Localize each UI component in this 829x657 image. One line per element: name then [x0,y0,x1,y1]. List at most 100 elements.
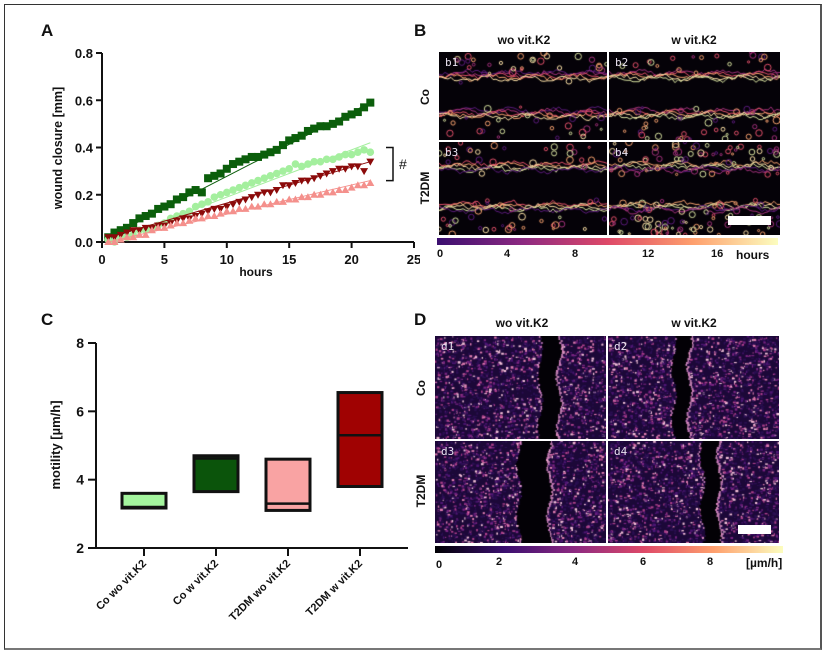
data-point [322,122,331,131]
x-axis-label: hours [239,265,273,279]
y-tick-label: 6 [76,403,84,419]
colorbar-b-tick: 4 [504,248,511,260]
colorbar-b-tick: 8 [572,248,579,260]
significance-bracket [386,146,394,182]
data-point [341,150,350,159]
data-point [316,190,325,198]
data-point [335,165,344,173]
data-point [260,200,269,208]
series-t2dm-wo-vit-k2 [104,178,375,245]
colorbar-d-unit: [µm/h] [746,556,783,570]
data-point [110,238,119,245]
x-tick-label: 15 [282,252,296,267]
colorbar-b-tick: 0 [437,248,444,260]
data-point [222,164,231,173]
contour-image-b1 [439,52,607,140]
data-point [179,193,188,202]
data-point [278,182,287,190]
data-point [360,103,369,112]
data-point [341,112,350,121]
data-point [260,174,269,183]
data-point [278,197,287,205]
data-point [116,231,125,239]
data-point [222,203,231,211]
image-tile-b1: b1 [439,52,607,140]
data-point [291,195,300,203]
panel-letter-c: C [41,310,54,329]
data-point [353,181,362,189]
data-point [354,148,362,157]
y-tick-label: 8 [76,335,84,351]
data-point [329,155,337,164]
series-t2dm-w-vit-k2 [104,158,375,242]
colorbar-b-tick: 12 [642,248,655,260]
data-point [353,108,362,117]
data-point [116,235,125,243]
tile-label-d3: d3 [441,445,455,458]
contour-image-b2 [609,52,780,140]
data-point [216,169,225,178]
colorbar-b-unit: hours [736,248,770,262]
tile-label-b1: b1 [445,56,459,69]
image-tile-d2: d2 [608,336,779,439]
data-point [347,150,356,159]
image-tile-b2: b2 [609,52,780,140]
data-point [135,230,144,238]
colorbar-d-tick: 6 [640,556,647,568]
tile-label-d4: d4 [614,445,628,458]
box-3 [264,457,312,512]
data-point [272,197,281,205]
colorbar-hours [437,238,778,245]
data-point [316,122,325,131]
data-point [353,163,362,171]
data-point [360,168,369,176]
data-point [210,193,219,201]
wound-closure-chart: 0.0 0.2 0.4 0.6 0.8 0 5 10 15 20 25 hours wound clos… [51,46,420,279]
data-point [110,234,119,242]
data-point [197,188,206,197]
data-point [110,228,119,237]
b-row-header-t2dm: T2DM [418,171,432,205]
data-point [235,157,244,166]
data-point [191,202,200,211]
y-tick-label: 0.6 [75,93,93,108]
x-tick-label: T2DM wo vit.K2 [227,558,293,624]
data-point [229,160,238,169]
data-point [366,178,375,186]
data-point [279,167,287,175]
tile-label-b2: b2 [615,56,629,69]
data-point [116,226,125,235]
box-2 [192,454,240,494]
data-point [204,212,213,220]
data-point [204,208,213,216]
data-point [266,200,275,208]
data-point [366,158,375,166]
tile-label-b4: b4 [615,146,629,159]
d-col-header-wo: wo vit.K2 [495,316,549,330]
colorbar-d-tick: 0 [436,559,443,571]
data-point [254,202,262,210]
data-point [223,188,231,197]
data-point [297,193,306,201]
b-row-header-co: Co [418,89,432,105]
data-point [229,186,237,194]
data-point [335,117,344,126]
data-point [198,200,206,208]
data-point [341,165,350,173]
data-point [328,119,337,128]
tile-label-d2: d2 [614,340,628,353]
velocity-image-d3 [435,441,606,543]
panel-letter-b: B [414,21,427,40]
x-tick-label: 20 [344,252,358,267]
data-point [322,188,331,196]
data-point [285,195,294,203]
data-point [360,146,368,154]
data-point [347,163,356,171]
data-point [179,215,188,223]
data-point [204,198,212,206]
data-point [291,160,300,168]
data-point [247,179,256,187]
x-tick-label: 5 [161,252,168,267]
data-point [222,207,231,215]
data-point [216,190,225,199]
